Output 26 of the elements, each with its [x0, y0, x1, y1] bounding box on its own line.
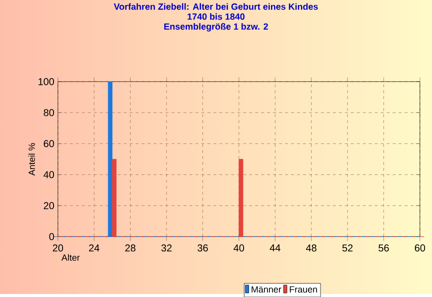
x-axis-title: Alter — [61, 254, 80, 261]
x-tick-label: 28 — [125, 244, 136, 252]
y-tick-label: 20 — [44, 202, 54, 210]
x-tick-label: 48 — [306, 244, 316, 252]
legend-label: Männer — [252, 286, 282, 293]
bar — [108, 81, 112, 237]
legend-label: Frauen — [290, 286, 317, 293]
y-tick-label: 100 — [38, 78, 54, 86]
y-axis-title: Anteil % — [28, 142, 35, 176]
x-tick-label: 40 — [234, 244, 244, 252]
x-tick-label: 56 — [378, 244, 389, 252]
x-tick-label: 32 — [161, 244, 172, 252]
y-tick-label: 0 — [49, 233, 54, 240]
chart-subtitle: 1740 bis 1840 Ensemblegröße 1 bzw. 2 — [164, 13, 268, 32]
x-tick-label: 60 — [414, 244, 426, 252]
y-tick-label: 40 — [44, 171, 54, 178]
y-tick-label: 60 — [44, 140, 54, 148]
y-tick-label: 80 — [44, 109, 54, 116]
x-tick-label: 36 — [198, 244, 208, 252]
x-tick-label: 24 — [89, 244, 100, 252]
chart-title: Vorfahren Ziebell: Alter bei Geburt eines Kindes — [114, 3, 318, 10]
x-tick-label: 44 — [270, 244, 280, 252]
x-tick-label: 20 — [52, 244, 64, 252]
x-tick-label: 52 — [342, 244, 353, 252]
bar — [112, 158, 116, 237]
bar — [238, 158, 244, 237]
